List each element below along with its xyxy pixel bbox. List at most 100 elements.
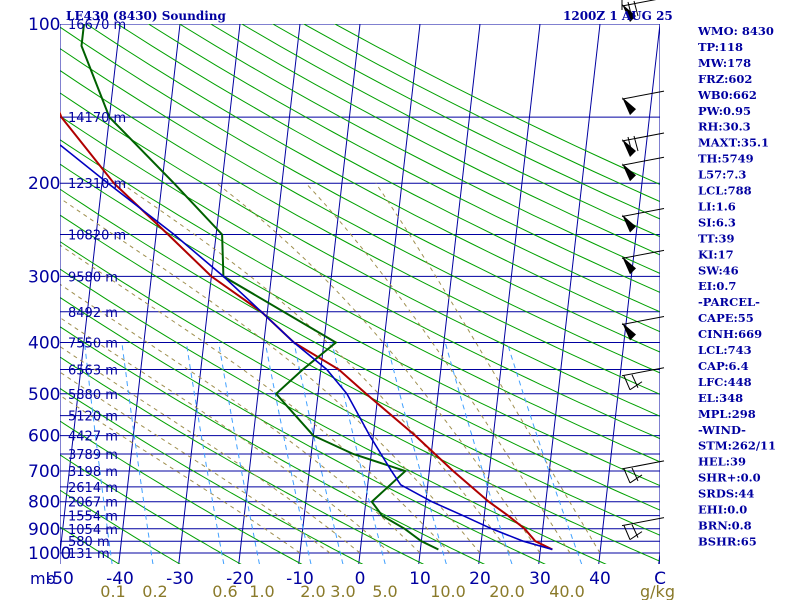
stability-index-panel: WMO: 8430 TP:118 MW:178 FRZ:602 WB0:662 PW:0.… [697,24,776,548]
temperature-tick-label: -50 [46,569,74,589]
index-value: KI:17 [698,247,734,261]
moist-adiabat-line [60,394,301,554]
mixing-ratio-line [264,342,312,564]
index-value: MW:178 [698,56,751,70]
dry-adiabat-line [60,356,425,564]
mixing-ratio-line [84,342,113,564]
moist-adiabat-line [60,317,391,554]
moist-adiabat-line [60,371,331,554]
height-label: 7550 m [68,336,118,351]
dry-adiabat-line [60,188,660,511]
moist-adiabat-line [375,182,601,554]
sounding-traces [60,24,553,551]
index-value: TT:39 [698,231,735,245]
mixing-ratio-line [444,342,513,564]
dry-adiabat-line [60,47,660,374]
index-value: PW:0.95 [698,104,751,118]
height-label: 10820 m [68,229,126,244]
dry-adiabat-line [60,69,660,395]
index-value: BRN:0.8 [698,518,752,532]
dry-adiabat-line [60,92,660,417]
dry-adiabat-line [116,24,660,313]
dry-adiabat-line [60,296,546,564]
moist-adiabat-line [60,244,451,554]
index-value: SW:46 [698,263,739,277]
index-value: -WIND- [698,423,746,437]
index-value: STM:262/11 [698,439,776,453]
isotherm-line [598,24,660,564]
diagram-grid [0,0,660,575]
mixing-ratio-label: 10.0 [430,582,466,600]
temperature-tick-label: C [654,569,666,589]
height-label: 131 m [68,547,110,562]
dry-adiabat-line [178,24,660,275]
height-label: 5880 m [68,388,118,403]
dry-adiabat-line [60,526,120,564]
mixing-ratio-unit-label: g/kg [640,582,675,600]
index-value: LFC:448 [698,375,752,389]
mixing-ratio-label: 3.0 [330,582,355,600]
temperature-tick-label: -30 [166,569,194,589]
dry-adiabat-line [60,420,303,564]
isotherm-line [298,24,361,564]
sounding-title: LE430 (8430) Sounding [66,9,227,23]
index-value: -PARCEL- [698,295,760,309]
index-value: LCL:743 [698,343,752,357]
index-value: L57:7.3 [698,168,746,182]
index-value: LI:1.6 [698,199,736,213]
isotherm-line [178,24,241,564]
pressure-tick-label: 600 [28,427,60,447]
temperature-tick-label: 10 [409,569,431,589]
index-value: BSHR:65 [698,534,757,548]
pressure-unit-label: mb [30,569,56,588]
index-value: WB0:662 [697,88,757,102]
index-value: SHR+:0.0 [698,471,761,485]
index-value: MPL:298 [698,407,756,421]
moist-adiabat-line [60,345,361,554]
wind-barb-column [621,0,665,541]
index-value: HEL:39 [698,455,746,469]
pressure-tick-label: 400 [28,333,60,353]
index-value: SI:6.3 [698,215,736,229]
dry-adiabat-line [60,26,660,353]
wind-barb [621,132,665,158]
moist-adiabat-line [120,182,511,554]
height-label: 3198 m [68,465,118,480]
height-label: 8492 m [68,306,118,321]
isotherm-line [0,0,3,575]
temperature-tick-label: 20 [469,569,491,589]
index-value: SRDS:44 [698,487,754,501]
height-label: 1554 m [68,510,118,525]
isotherm-line [478,24,541,564]
wind-barb [621,460,665,484]
dry-adiabat-line [85,24,660,333]
temperature-tick-label: 0 [355,569,366,589]
dry-adiabat-line [60,163,660,487]
mixing-ratio-label: 0.6 [212,582,237,600]
moist-adiabat-line [216,182,541,554]
pressure-tick-label: 500 [28,385,60,405]
index-value: MAXT:35.1 [698,136,769,150]
index-value: EL:348 [698,391,743,405]
mixing-ratio-label: 0.2 [142,582,167,600]
wind-barb [621,517,665,541]
height-label: 2067 m [68,496,118,511]
mixing-ratio-line [386,342,447,564]
mixing-ratio-line [331,342,386,564]
dry-adiabat-line [60,115,660,440]
dry-adiabat-line [60,214,660,536]
height-label: 580 m [68,535,110,550]
height-label: 6563 m [68,364,118,379]
temperature-tick-label: -20 [226,569,254,589]
mixing-ratio-line [506,342,583,564]
pressure-tick-label: 1000 [28,544,71,564]
temperature-tick-label: -10 [286,569,314,589]
mixing-ratio-label: 5.0 [372,582,397,600]
height-label: 14170 m [68,111,126,126]
mixing-ratio-label: 0.1 [100,582,125,600]
isotherm-line [538,24,601,564]
pressure-tick-label: 700 [28,462,60,482]
index-value: EHI:0.0 [698,503,747,517]
pressure-tick-label: 300 [28,267,60,287]
